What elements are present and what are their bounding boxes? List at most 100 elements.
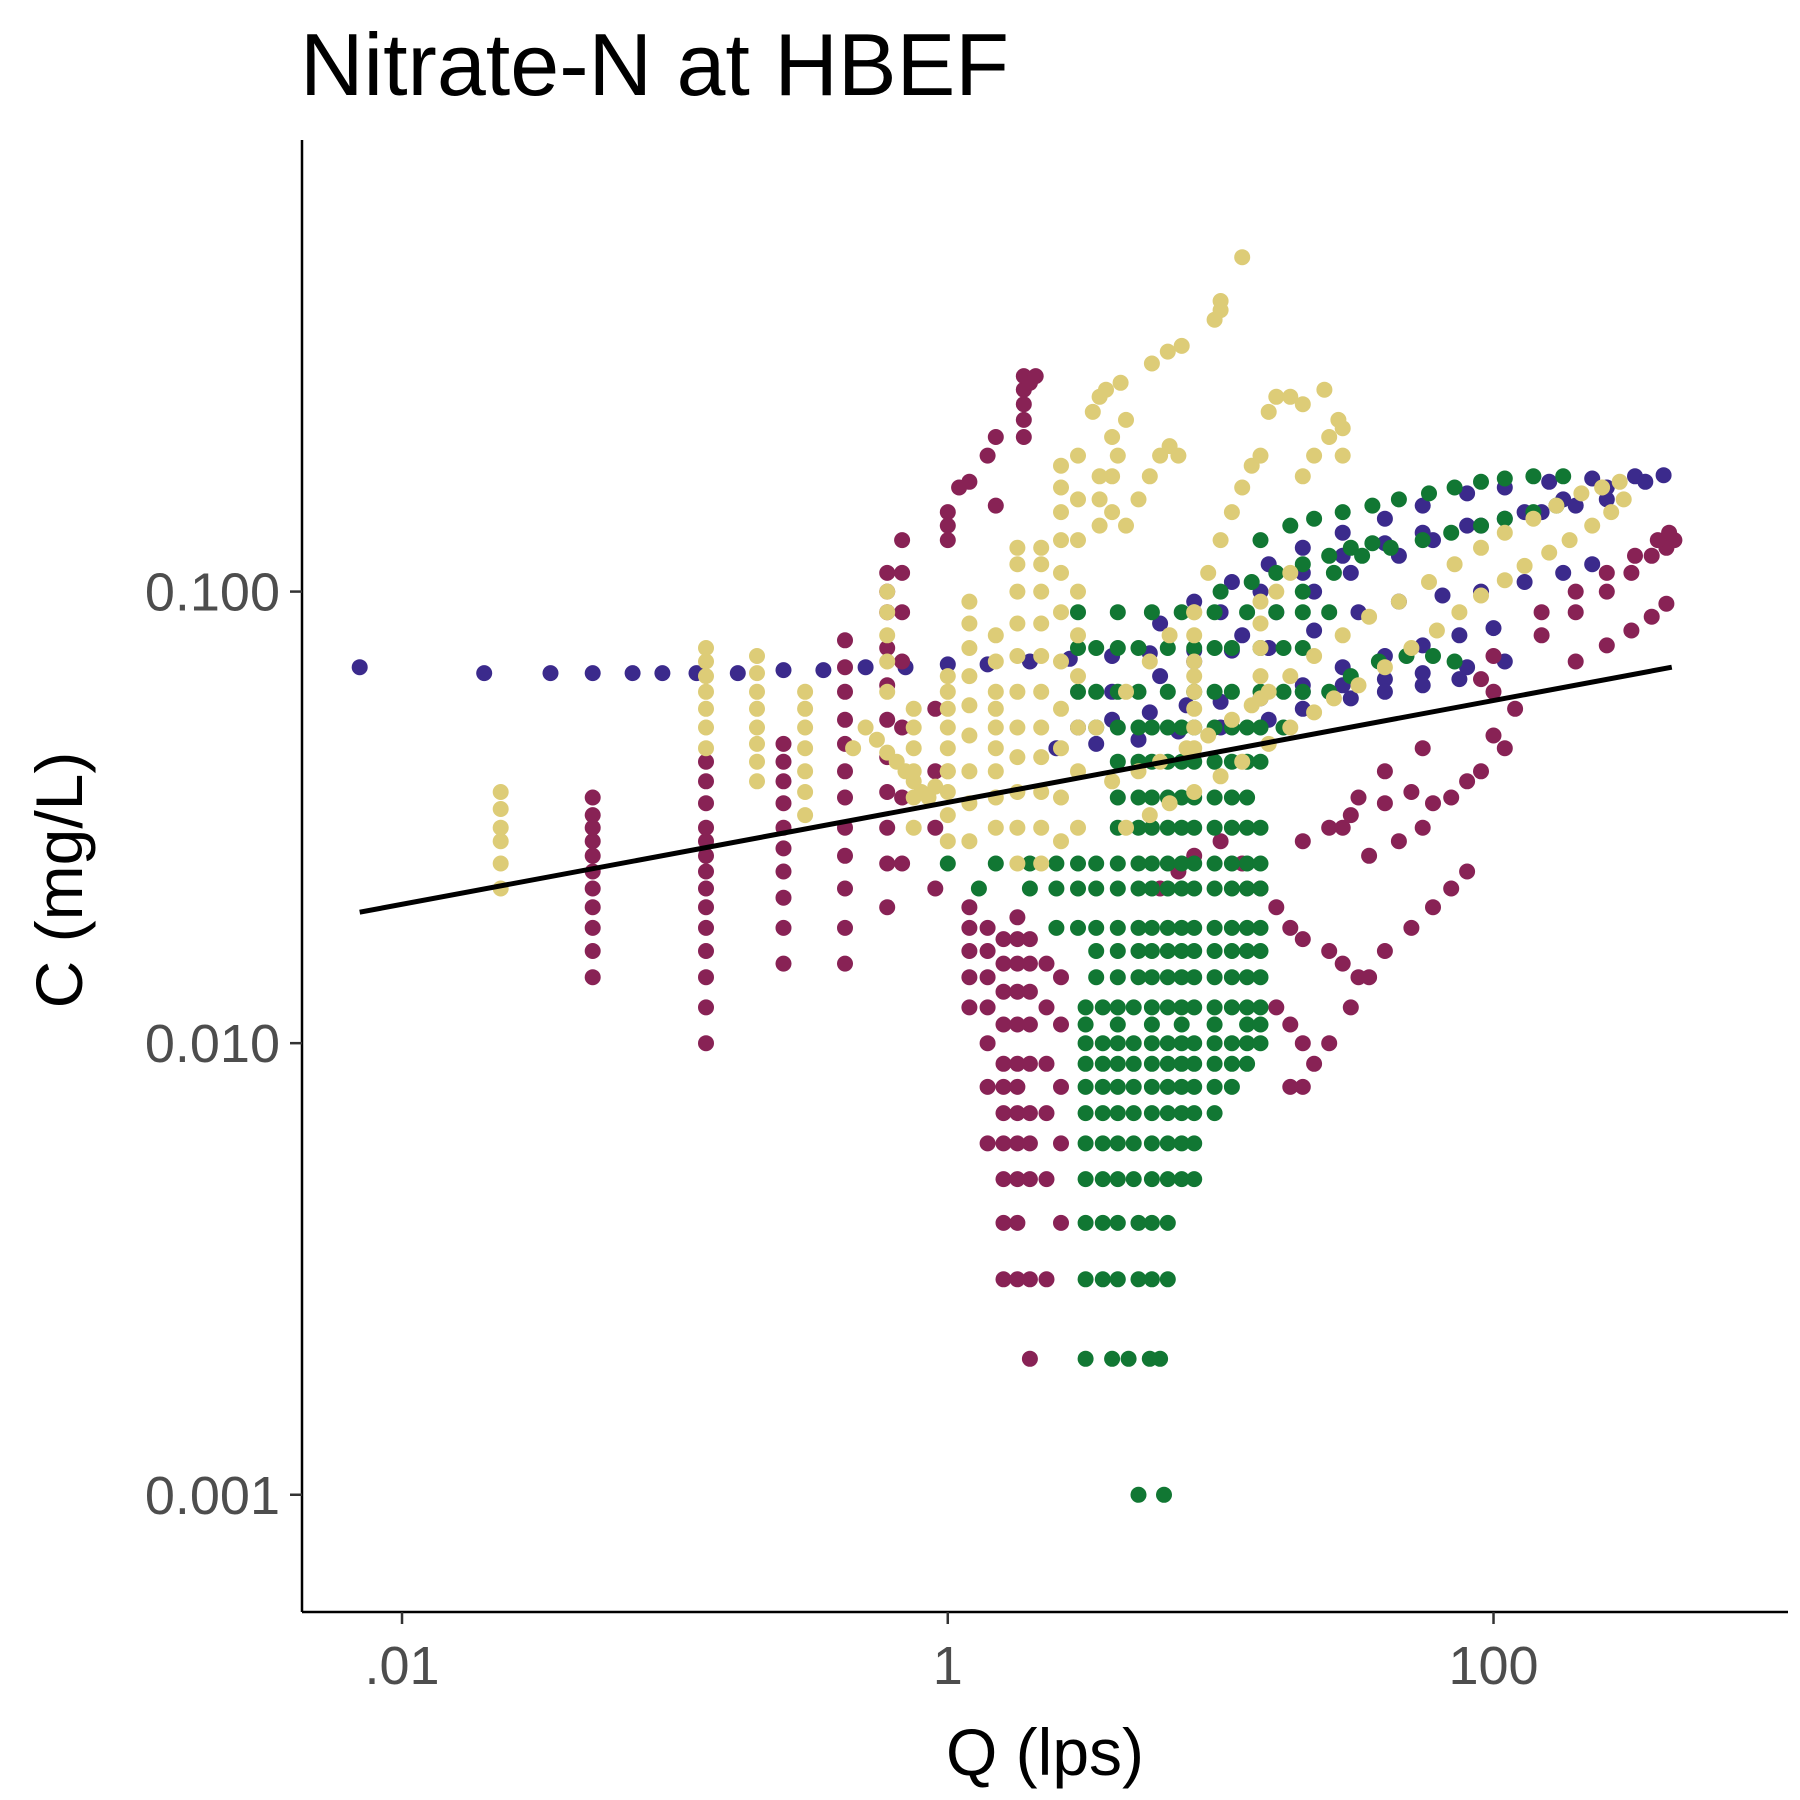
- data-point: [1159, 719, 1176, 736]
- data-point: [1627, 547, 1643, 564]
- data-point: [979, 943, 996, 959]
- data-point: [837, 683, 853, 700]
- data-point: [775, 863, 792, 880]
- data-point: [1252, 690, 1269, 707]
- data-point: [698, 919, 714, 936]
- data-point: [1223, 969, 1240, 986]
- data-point: [1143, 1035, 1160, 1052]
- data-point: [1143, 880, 1160, 897]
- data-point: [1077, 1271, 1094, 1288]
- data-point: [1109, 719, 1126, 736]
- data-point: [1252, 969, 1269, 986]
- data-point: [1603, 504, 1620, 521]
- data-point: [1294, 683, 1311, 700]
- data-point: [1334, 504, 1351, 521]
- data-point: [1070, 855, 1086, 872]
- data-point: [1473, 671, 1489, 688]
- data-point: [1161, 795, 1178, 812]
- data-point: [698, 795, 714, 812]
- data-point: [1009, 983, 1026, 1000]
- data-point: [1252, 719, 1269, 736]
- data-point: [1655, 467, 1672, 484]
- data-point: [1443, 880, 1460, 897]
- data-point: [1334, 524, 1351, 541]
- data-point: [584, 819, 601, 836]
- data-point: [1525, 510, 1542, 527]
- data-point: [1239, 943, 1256, 959]
- data-point: [797, 784, 814, 800]
- data-point: [1021, 1055, 1038, 1072]
- data-point: [1009, 819, 1026, 836]
- data-point: [1109, 1271, 1126, 1288]
- data-point: [1239, 880, 1256, 897]
- data-point: [1533, 604, 1550, 621]
- data-point: [979, 1035, 996, 1052]
- data-point: [1009, 1135, 1026, 1152]
- data-point: [1109, 1135, 1126, 1152]
- data-point: [1666, 532, 1683, 549]
- data-point: [961, 833, 978, 850]
- data-point: [1382, 539, 1399, 556]
- data-point: [1094, 1078, 1111, 1095]
- data-point: [1077, 1078, 1094, 1095]
- data-point: [1109, 447, 1126, 464]
- data-point: [1038, 1055, 1055, 1072]
- data-point: [1173, 1105, 1190, 1122]
- data-point: [1252, 943, 1269, 959]
- data-point: [1282, 564, 1299, 581]
- data-point: [1109, 1035, 1126, 1052]
- data-point: [1141, 807, 1158, 824]
- data-point: [1159, 1055, 1176, 1072]
- data-point: [1094, 1271, 1111, 1288]
- data-point: [1275, 640, 1292, 656]
- data-point: [698, 1035, 714, 1052]
- data-point: [492, 855, 509, 872]
- data-point: [1541, 544, 1558, 561]
- data-point: [729, 665, 746, 682]
- data-point: [1077, 1035, 1094, 1052]
- data-point: [1206, 753, 1223, 770]
- data-point: [1206, 880, 1223, 897]
- data-point: [1268, 564, 1285, 581]
- data-point: [1021, 1350, 1038, 1367]
- data-point: [1109, 969, 1126, 986]
- data-point: [1451, 627, 1468, 644]
- data-point: [987, 653, 1004, 670]
- data-point: [1173, 880, 1190, 897]
- data-point: [1243, 574, 1260, 590]
- data-point: [1048, 880, 1065, 897]
- data-point: [1334, 955, 1351, 972]
- data-point: [1070, 583, 1086, 600]
- data-point: [1053, 457, 1069, 474]
- data-point: [1173, 604, 1190, 621]
- data-point: [1459, 517, 1476, 534]
- data-point: [1186, 999, 1203, 1016]
- data-point: [1143, 1171, 1160, 1188]
- data-point: [1306, 510, 1323, 527]
- data-point: [698, 819, 714, 836]
- data-point: [1282, 517, 1299, 534]
- data-point: [1109, 789, 1126, 806]
- data-point: [1094, 1105, 1111, 1122]
- data-point: [1206, 683, 1223, 700]
- data-point: [1334, 447, 1351, 464]
- data-point: [1403, 919, 1420, 936]
- data-point: [1342, 564, 1359, 581]
- data-point: [1306, 1055, 1323, 1072]
- data-point: [698, 847, 714, 864]
- data-point: [1038, 955, 1055, 972]
- data-point: [1485, 727, 1502, 744]
- data-point: [905, 819, 922, 836]
- data-point: [1567, 604, 1584, 621]
- data-point: [1033, 683, 1050, 700]
- data-point: [979, 969, 996, 986]
- data-point: [1321, 819, 1338, 836]
- data-point: [905, 789, 922, 806]
- data-point: [1077, 1171, 1094, 1188]
- y-axis-ticks: 0.001 0.010 0.100: [145, 563, 302, 1526]
- data-point: [1390, 593, 1407, 610]
- data-point: [1473, 517, 1489, 534]
- data-point: [584, 880, 601, 897]
- data-point: [584, 919, 601, 936]
- data-point: [939, 532, 956, 549]
